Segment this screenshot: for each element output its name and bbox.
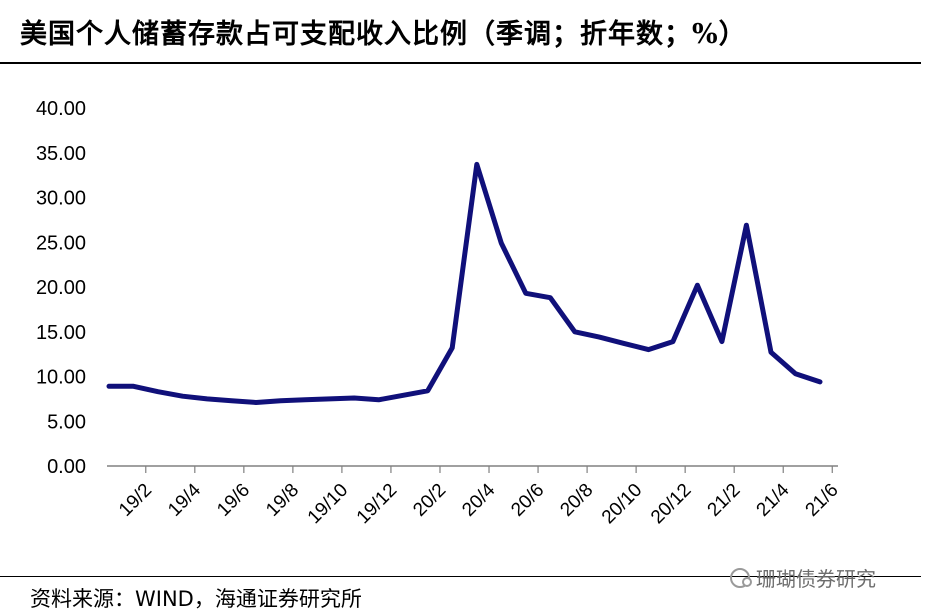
x-tick-label: 20/2 xyxy=(409,480,450,521)
x-tick-label: 20/8 xyxy=(556,480,597,521)
footer-divider xyxy=(0,576,921,577)
y-tick-label: 30.00 xyxy=(36,188,86,210)
wechat-icon xyxy=(730,567,752,588)
x-tick-label: 19/12 xyxy=(353,480,401,528)
y-tick-label: 10.00 xyxy=(36,367,86,389)
y-tick-label: 5.00 xyxy=(47,411,86,433)
x-tick-label: 20/12 xyxy=(647,480,695,528)
y-tick-label: 0.00 xyxy=(47,456,86,478)
x-tick-label: 20/6 xyxy=(507,480,548,521)
x-tick-label: 21/6 xyxy=(802,480,843,521)
x-tick-label: 20/10 xyxy=(598,480,646,528)
title-divider xyxy=(0,62,921,64)
source-note: 资料来源：WIND，海通证券研究所 xyxy=(30,587,362,611)
series-line xyxy=(106,161,823,405)
x-axis: 19/2 19/4 19/6 19/8 19/10 19/12 20/2 20/4 20/6 20… xyxy=(107,465,843,528)
y-tick-label: 15.00 xyxy=(36,322,86,344)
y-tick-label: 20.00 xyxy=(36,277,86,299)
x-tick-label: 19/8 xyxy=(262,480,303,521)
x-tick-label: 20/4 xyxy=(458,479,499,520)
y-tick-label: 35.00 xyxy=(36,143,86,165)
x-tick-label: 19/4 xyxy=(164,479,205,520)
series-layer xyxy=(106,161,823,405)
x-tick-label: 19/10 xyxy=(304,480,352,528)
y-tick-label: 40.00 xyxy=(36,98,86,120)
x-tick-label: 21/4 xyxy=(753,479,794,520)
chart-title: 美国个人储蓄存款占可支配收入比例（季调；折年数；%） xyxy=(20,19,747,50)
y-tick-label: 25.00 xyxy=(36,232,86,254)
watermark-text: 珊瑚债券研究 xyxy=(756,567,876,591)
y-axis: 0.00 5.00 10.00 15.00 20.00 25.00 30.00 35.00 40… xyxy=(36,98,86,478)
x-tick-label: 19/6 xyxy=(213,480,254,521)
watermark: 珊瑚债券研究 xyxy=(730,563,876,592)
x-tick-label: 19/2 xyxy=(115,480,156,521)
x-tick-label: 21/2 xyxy=(704,480,745,521)
line-chart: 0.00 5.00 10.00 15.00 20.00 25.00 30.00 35.00 40… xyxy=(36,98,843,528)
